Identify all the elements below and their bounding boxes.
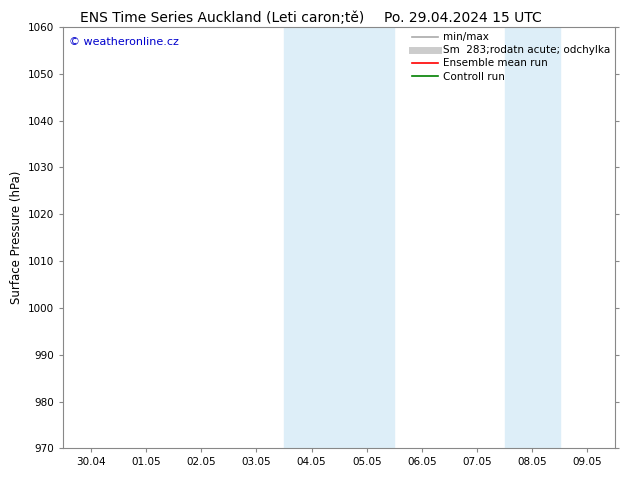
Bar [284, 27, 339, 448]
Y-axis label: Surface Pressure (hPa): Surface Pressure (hPa) [10, 171, 23, 304]
Text: ENS Time Series Auckland (Leti caron;tě): ENS Time Series Auckland (Leti caron;tě) [80, 11, 364, 25]
Bar [339, 27, 394, 448]
Text: © weatheronline.cz: © weatheronline.cz [69, 38, 179, 48]
Bar [505, 27, 560, 448]
Legend: min/max, Sm  283;rodatn acute; odchylka, Ensemble mean run, Controll run: min/max, Sm 283;rodatn acute; odchylka, … [410, 30, 612, 84]
Text: Po. 29.04.2024 15 UTC: Po. 29.04.2024 15 UTC [384, 11, 541, 25]
